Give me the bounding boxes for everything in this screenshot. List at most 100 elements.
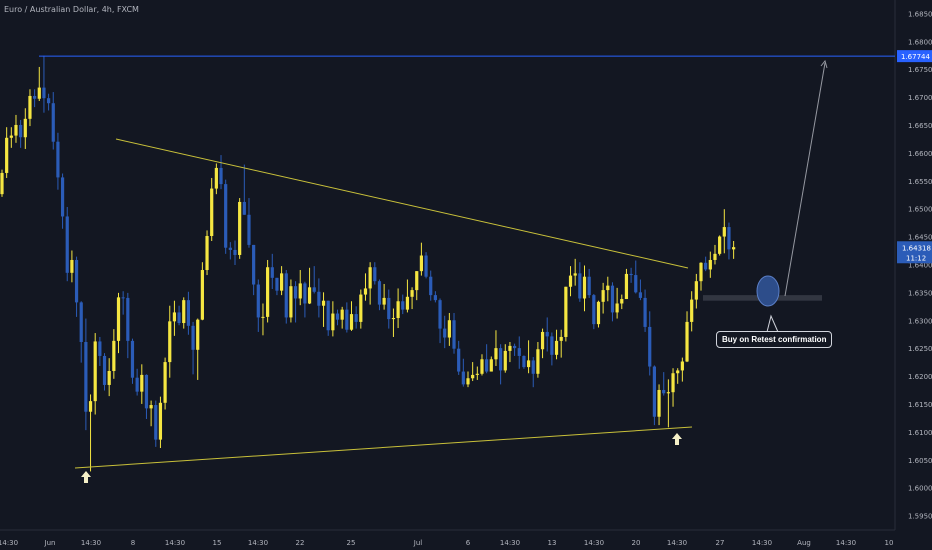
candle-body: [349, 314, 354, 330]
candle-body: [494, 348, 498, 360]
candle-body: [266, 267, 270, 317]
candle-body: [70, 259, 74, 273]
candle-body: [424, 255, 428, 277]
candle-body: [242, 201, 246, 215]
candle-body: [471, 374, 475, 379]
candle-body: [14, 124, 18, 136]
candle-body: [676, 370, 680, 374]
candle-body: [312, 287, 316, 292]
x-tick-label: 15: [213, 539, 222, 547]
level-price-badge: [897, 50, 932, 63]
candle-body: [60, 177, 65, 217]
candle-body: [540, 331, 545, 350]
candle-body: [210, 188, 214, 236]
candle-body: [121, 297, 125, 299]
candle-body: [303, 283, 307, 304]
candle-body: [149, 405, 153, 409]
candle-body: [718, 236, 722, 254]
candle-body: [727, 227, 731, 250]
annotation-label[interactable]: Buy on Retest confirmation: [716, 331, 833, 348]
candle-body: [522, 355, 526, 368]
candle-body: [326, 300, 330, 331]
retest-ellipse[interactable]: [756, 275, 780, 307]
upper-trendline: [115, 138, 689, 269]
candle-body: [247, 214, 251, 245]
candle-body: [135, 377, 139, 392]
candle-body: [373, 267, 377, 282]
candle-body: [51, 103, 55, 142]
candle-body: [252, 244, 256, 285]
candle-body: [601, 290, 605, 302]
x-tick-label: Jul: [413, 539, 423, 547]
candle-body: [280, 273, 284, 291]
candle-body: [33, 95, 37, 99]
candle-body: [238, 201, 242, 255]
candle-body: [205, 235, 209, 271]
y-tick-label: 1.61000: [908, 429, 932, 437]
candle-body: [107, 371, 111, 385]
candle-body: [37, 87, 41, 99]
candle-body: [112, 340, 116, 371]
x-tick-label: 14:30: [500, 539, 520, 547]
candle-body: [158, 402, 163, 440]
x-tick-label: 14:30: [667, 539, 687, 547]
y-tick-label: 1.64500: [908, 234, 932, 242]
candle-body: [321, 300, 326, 306]
y-tick-label: 1.66500: [908, 122, 932, 130]
y-tick-label: 1.60000: [908, 485, 932, 493]
candle-body: [429, 276, 433, 296]
candle-body: [140, 374, 144, 392]
candle-body: [84, 341, 88, 412]
candle-body: [23, 118, 27, 138]
y-tick-label: 1.68500: [908, 10, 932, 18]
x-tick-label: 14:30: [0, 539, 18, 547]
candle-body: [74, 259, 79, 303]
candle-body: [447, 320, 451, 338]
y-tick-label: 1.67000: [908, 94, 932, 102]
candle-body: [550, 336, 554, 355]
candle-body: [443, 328, 447, 338]
candle-body: [648, 326, 652, 367]
candle-body: [93, 341, 97, 402]
candle-body: [191, 325, 195, 350]
candle-body: [643, 297, 647, 327]
current-price-text: 1.64318: [902, 244, 931, 252]
candle-body: [517, 348, 521, 356]
candle-body: [307, 287, 312, 304]
candle-body: [126, 297, 130, 341]
countdown-text: 11:12: [906, 254, 926, 262]
y-tick-label: 1.66000: [908, 150, 932, 158]
candle-body: [452, 320, 456, 349]
candle-body: [410, 290, 414, 297]
x-tick-label: 27: [716, 539, 725, 547]
x-tick-label: 14:30: [81, 539, 101, 547]
candle-body: [275, 277, 279, 291]
candle-body: [172, 312, 177, 322]
candle-body: [634, 275, 638, 293]
candle-body: [401, 301, 405, 310]
candle-body: [592, 295, 596, 325]
candle-body: [65, 216, 69, 273]
candle-body: [331, 313, 335, 331]
x-tick-label: 14:30: [836, 539, 856, 547]
candle-body: [433, 295, 437, 301]
candle-body: [685, 321, 689, 362]
candle-body: [545, 331, 549, 337]
candle-body: [359, 294, 363, 322]
candle-body: [405, 296, 410, 310]
candle-body: [116, 297, 121, 341]
candle-body: [503, 350, 507, 371]
y-tick-label: 1.62000: [908, 373, 932, 381]
candle-body: [587, 276, 591, 296]
x-tick-label: Jun: [44, 539, 56, 547]
candle-body: [531, 360, 535, 374]
candle-body: [629, 273, 633, 276]
candle-body: [130, 340, 135, 378]
up-arrow-icon: [81, 471, 91, 483]
candle-body: [284, 273, 288, 318]
x-tick-label: 8: [131, 539, 135, 547]
candle-body: [457, 348, 461, 372]
candle-body: [98, 341, 102, 356]
candle-body: [168, 321, 172, 363]
